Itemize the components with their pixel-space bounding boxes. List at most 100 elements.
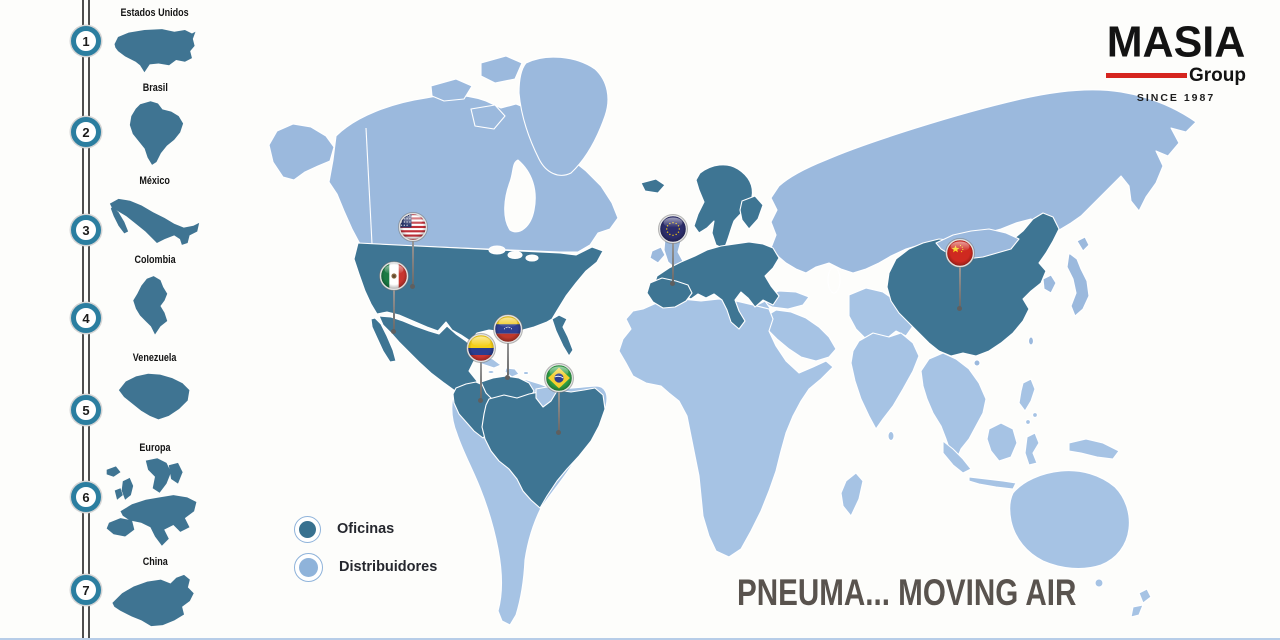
pin-stick [558, 390, 560, 430]
map-new-zealand [1138, 588, 1152, 604]
venezuela-flag-icon [493, 314, 523, 344]
masia-group-logo: MASIA Group SINCE 1987 [1106, 20, 1246, 104]
bottom-border-line [0, 638, 1280, 640]
eu-flag-icon [658, 214, 688, 244]
step-number: 5 [82, 402, 90, 418]
map-new-guinea [1068, 438, 1120, 460]
sidebar-item-mexico: México [96, 175, 214, 249]
sidebar-item-europa: Europa [96, 442, 214, 548]
sidebar-item-label: México [139, 175, 171, 187]
timeline-step-3: 3 [71, 215, 101, 245]
map-hudson-bay [504, 159, 536, 233]
map-europe-mainland [654, 241, 780, 330]
map-arabia [762, 309, 837, 362]
logo-since-text: SINCE 1987 [1136, 92, 1216, 104]
pin-stick [959, 265, 961, 306]
europe-silhouette-icon [106, 458, 197, 546]
colombia-flag-icon [466, 333, 496, 363]
sidebar-item-brasil: Brasil [96, 82, 214, 168]
pin-stick [393, 288, 395, 329]
map-yukon-border [365, 127, 373, 245]
map-taiwan [1027, 336, 1035, 346]
map-sri-lanka [887, 430, 895, 442]
map-great-lake [507, 250, 523, 260]
map-australia [1009, 470, 1130, 570]
map-great-lake [525, 254, 539, 262]
map-legend: Oficinas Distribuidores [294, 514, 437, 590]
map-great-lake [488, 245, 506, 255]
timeline-step-2: 2 [71, 117, 101, 147]
sidebar-item-label: Venezuela [133, 352, 177, 364]
pin-stick [672, 241, 674, 281]
map-jamaica [487, 369, 495, 375]
step-number: 2 [82, 124, 90, 140]
map-philippines [1018, 378, 1036, 412]
logo-group-text: Group [1189, 65, 1246, 86]
map-india [850, 332, 920, 430]
map-java [968, 476, 1017, 490]
pin-stick-dot [957, 306, 962, 311]
map-baja-california [370, 317, 397, 363]
map-puerto-rico [522, 370, 530, 376]
map-iceland [640, 178, 666, 194]
step-number: 1 [82, 33, 90, 49]
map-canada [328, 94, 619, 253]
map-alaska [268, 123, 335, 181]
logo-red-line [1106, 72, 1187, 78]
map-mexico [378, 315, 488, 396]
map-hainan [973, 359, 981, 367]
map-ireland [649, 246, 666, 264]
map-africa [618, 298, 834, 558]
sidebar-item-colombia: Colombia [96, 254, 214, 344]
timeline-step-7: 7 [71, 575, 101, 605]
pin-stick-dot [391, 329, 396, 334]
map-iberia [646, 277, 693, 309]
map-arctic-island [430, 78, 473, 102]
pin-stick-dot [478, 398, 483, 403]
timeline-step-5: 5 [71, 395, 101, 425]
map-philippine-island [1025, 419, 1031, 425]
tagline: PNEUMA... MOVING AIR [737, 572, 1077, 613]
step-number: 7 [82, 582, 90, 598]
map-greenland [518, 56, 609, 176]
pin-stick [412, 239, 414, 284]
map-philippine-island [1032, 412, 1038, 418]
mexico-flag-icon [379, 261, 409, 291]
pin-stick [480, 360, 482, 398]
legend-label: Distribuidores [339, 559, 438, 575]
map-tasmania [1094, 578, 1104, 588]
sidebar-item-label: Estados Unidos [120, 7, 190, 19]
pin-stick-dot [670, 281, 675, 286]
legend-row-distribuidores: Distribuidores [294, 552, 437, 582]
timeline-step-6: 6 [71, 482, 101, 512]
mexico-silhouette-icon [109, 198, 200, 245]
sidebar-item-label: Colombia [134, 254, 176, 266]
china-flag-icon [945, 238, 975, 268]
legend-label: Oficinas [337, 521, 395, 537]
sidebar-item-china: China [96, 556, 214, 630]
venezuela-silhouette-icon [118, 373, 190, 420]
timeline-step-4: 4 [71, 303, 101, 333]
logo-name: MASIA [1106, 17, 1246, 67]
sidebar-item-label: Europa [139, 442, 171, 454]
sidebar-item-label: Brasil [142, 82, 168, 94]
map-hokkaido [1076, 236, 1090, 252]
logo-row: Group [1106, 65, 1246, 87]
map-southeast-asia [920, 352, 987, 462]
sidebar-item-venezuela: Venezuela [96, 352, 214, 428]
colombia-silhouette-icon [133, 276, 168, 335]
office-marker-icon [294, 515, 321, 543]
step-number: 3 [82, 222, 90, 238]
map-japan [1066, 252, 1090, 317]
usa-silhouette-icon [114, 29, 196, 73]
step-number: 4 [82, 310, 90, 326]
map-sulawesi [1024, 432, 1040, 466]
map-borneo [986, 422, 1018, 462]
step-number: 6 [82, 489, 90, 505]
map-finland [739, 195, 764, 230]
timeline-step-1: 1 [71, 26, 101, 56]
map-caspian-sea [827, 266, 841, 294]
pin-stick-dot [505, 375, 510, 380]
distributor-marker-icon [294, 552, 323, 582]
